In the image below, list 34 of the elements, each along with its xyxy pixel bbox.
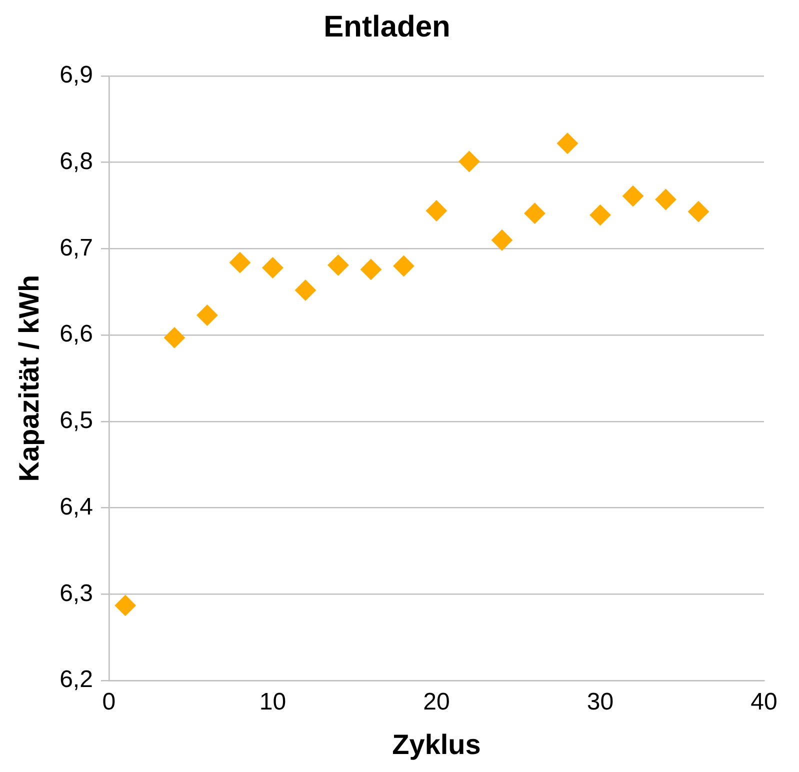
point <box>590 204 611 226</box>
point <box>164 327 185 348</box>
y-tick-label: 6,5 <box>60 407 93 434</box>
point <box>360 258 382 280</box>
x-tick-label: 20 <box>423 688 450 716</box>
x-tick-label: 30 <box>586 688 614 716</box>
chart-title: Entladen <box>324 10 450 44</box>
y-tick-label: 6,9 <box>60 62 93 89</box>
x-tick-label: 40 <box>750 688 778 716</box>
point <box>655 189 676 210</box>
point <box>229 252 250 274</box>
point <box>524 202 546 224</box>
x-tick-label: 10 <box>259 688 286 716</box>
y-axis-title: Kapazität / kWh <box>14 274 45 482</box>
y-tick-label: 6,2 <box>60 666 93 694</box>
y-tick-label: 6,4 <box>60 493 93 520</box>
point <box>622 186 644 207</box>
point <box>491 230 512 251</box>
point <box>114 594 136 616</box>
point <box>458 151 480 172</box>
point <box>426 200 447 222</box>
x-tick-label: 0 <box>102 688 116 716</box>
x-axis-title: Zyklus <box>392 728 481 760</box>
point <box>688 201 709 222</box>
point <box>262 257 284 278</box>
point <box>393 256 414 277</box>
y-tick-label: 6,8 <box>60 148 93 175</box>
point <box>196 304 218 326</box>
y-tick-label: 6,7 <box>60 234 93 262</box>
point <box>328 254 349 276</box>
y-tick-label: 6,3 <box>60 580 93 607</box>
y-tick-label: 6,6 <box>60 320 93 348</box>
point <box>556 132 578 154</box>
point <box>294 280 316 301</box>
